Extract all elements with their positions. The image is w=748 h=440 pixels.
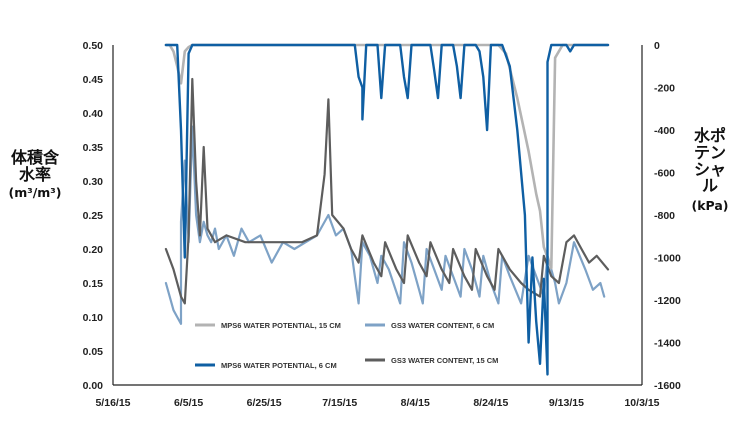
x-tick-label: 6/25/15 bbox=[247, 397, 282, 409]
x-tick-label: 10/3/15 bbox=[624, 397, 659, 409]
chart-axes bbox=[112, 45, 643, 386]
x-tick-label: 9/13/15 bbox=[549, 397, 584, 409]
x-tick-label: 8/4/15 bbox=[401, 397, 430, 409]
series-line-gs3-15cm bbox=[164, 77, 610, 305]
right-y-tick-label: -1600 bbox=[654, 380, 681, 392]
left-y-tick-label: 0.20 bbox=[83, 244, 104, 256]
left-y-tick-labels: 0.00 0.05 0.10 0.15 0.20 0.25 0.30 0.35 0.40 0.45… bbox=[83, 40, 104, 392]
right-y-tick-label: -1200 bbox=[654, 295, 681, 307]
legend-label: MPS6 WATER POTENTIAL, 6 CM bbox=[221, 361, 337, 370]
right-y-tick-label: -1400 bbox=[654, 338, 681, 350]
x-tick-label: 8/24/15 bbox=[473, 397, 508, 409]
right-y-axis-unit: (kPa) bbox=[691, 198, 729, 214]
x-tick-labels: 5/16/15 6/5/15 6/25/15 7/15/15 8/4/15 8/24/15… bbox=[95, 397, 659, 409]
right-y-axis-title: 水ポテンシャル bbox=[693, 126, 726, 196]
series-line-mps6-6cm bbox=[164, 43, 610, 376]
legend: MPS6 WATER POTENTIAL, 15 CM GS3 WATER CON… bbox=[195, 321, 498, 370]
left-y-axis-label: 体積含水率 (m³/m³) bbox=[8, 148, 62, 200]
left-y-tick-label: 0.10 bbox=[83, 312, 104, 324]
right-y-tick-label: -400 bbox=[654, 125, 675, 137]
x-tick-label: 5/16/15 bbox=[95, 397, 130, 409]
left-y-tick-label: 0.40 bbox=[83, 108, 104, 120]
series-lines bbox=[164, 43, 610, 376]
left-y-tick-label: 0.25 bbox=[83, 210, 104, 222]
left-y-tick-label: 0.15 bbox=[83, 278, 104, 290]
right-y-axis-label: 水ポテンシャル (kPa) bbox=[690, 126, 730, 214]
right-y-tick-label: 0 bbox=[654, 40, 660, 52]
x-tick-label: 7/15/15 bbox=[322, 397, 357, 409]
left-y-tick-label: 0.05 bbox=[83, 346, 104, 358]
x-tick-label: 6/5/15 bbox=[174, 397, 203, 409]
left-y-tick-label: 0.00 bbox=[83, 380, 104, 392]
legend-label: GS3 WATER CONTENT, 6 CM bbox=[391, 321, 494, 330]
right-y-tick-labels: 0 -200 -400 -600 -800 -1000 -1200 -1400 -1600 bbox=[654, 40, 681, 392]
right-y-tick-label: -1000 bbox=[654, 253, 681, 265]
left-y-tick-label: 0.45 bbox=[83, 74, 104, 86]
legend-label: MPS6 WATER POTENTIAL, 15 CM bbox=[221, 321, 341, 330]
left-y-axis-unit: (m³/m³) bbox=[8, 184, 62, 200]
left-y-axis-title: 体積含水率 bbox=[10, 148, 59, 184]
right-y-tick-label: -600 bbox=[654, 168, 675, 180]
right-y-tick-label: -200 bbox=[654, 83, 675, 95]
left-y-tick-label: 0.35 bbox=[83, 142, 104, 154]
legend-label: GS3 WATER CONTENT, 15 CM bbox=[391, 356, 498, 365]
left-y-tick-label: 0.50 bbox=[83, 40, 104, 52]
right-y-tick-label: -800 bbox=[654, 210, 675, 222]
series-line-gs3-6cm bbox=[164, 125, 606, 325]
left-y-tick-label: 0.30 bbox=[83, 176, 104, 188]
series-line-mps6-15cm bbox=[164, 43, 610, 270]
